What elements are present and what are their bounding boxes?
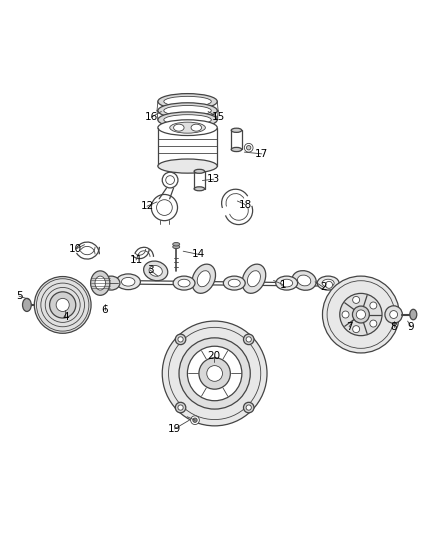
Text: 7: 7 [346, 322, 353, 332]
Ellipse shape [173, 245, 180, 248]
Circle shape [340, 293, 382, 336]
Circle shape [246, 405, 251, 410]
Circle shape [370, 302, 377, 309]
Circle shape [56, 298, 69, 311]
Text: 11: 11 [129, 255, 143, 265]
Ellipse shape [158, 103, 217, 118]
Text: 2: 2 [321, 282, 327, 293]
Ellipse shape [158, 112, 217, 128]
Circle shape [244, 402, 254, 413]
Text: 19: 19 [168, 424, 181, 434]
Ellipse shape [158, 159, 217, 173]
Ellipse shape [231, 128, 242, 132]
Ellipse shape [322, 279, 334, 287]
Ellipse shape [121, 278, 135, 286]
Circle shape [156, 200, 172, 215]
Text: 20: 20 [207, 351, 220, 361]
Text: 16: 16 [145, 112, 158, 122]
Ellipse shape [197, 271, 210, 287]
Ellipse shape [91, 271, 110, 295]
Text: 3: 3 [147, 265, 153, 275]
Circle shape [178, 405, 183, 410]
Text: 14: 14 [191, 249, 205, 259]
Circle shape [199, 358, 230, 389]
Circle shape [178, 337, 183, 342]
Ellipse shape [95, 276, 106, 290]
Text: 5: 5 [16, 291, 22, 301]
Circle shape [356, 310, 365, 319]
Ellipse shape [194, 169, 205, 173]
Ellipse shape [281, 279, 293, 287]
Circle shape [175, 334, 186, 345]
Circle shape [34, 277, 91, 333]
Text: 6: 6 [101, 305, 108, 315]
Text: 4: 4 [62, 312, 69, 322]
Text: 15: 15 [212, 112, 225, 122]
Ellipse shape [228, 279, 240, 287]
Circle shape [353, 306, 369, 323]
Circle shape [385, 306, 403, 323]
Circle shape [151, 195, 177, 221]
Circle shape [187, 346, 242, 401]
Ellipse shape [410, 309, 417, 320]
Circle shape [166, 176, 174, 184]
Circle shape [353, 326, 360, 333]
Ellipse shape [297, 275, 311, 286]
Text: 12: 12 [140, 201, 154, 211]
Ellipse shape [173, 276, 195, 290]
Ellipse shape [164, 96, 211, 107]
Circle shape [162, 172, 178, 188]
Ellipse shape [164, 115, 211, 125]
Ellipse shape [158, 94, 217, 109]
Ellipse shape [194, 187, 205, 191]
Ellipse shape [231, 148, 242, 151]
Ellipse shape [191, 124, 201, 131]
Circle shape [49, 292, 76, 318]
Circle shape [162, 321, 267, 426]
Ellipse shape [192, 264, 215, 293]
Ellipse shape [22, 298, 31, 311]
Circle shape [244, 143, 253, 152]
Circle shape [207, 366, 223, 381]
Ellipse shape [317, 276, 339, 290]
Circle shape [175, 402, 186, 413]
Circle shape [247, 146, 251, 150]
Ellipse shape [164, 106, 211, 116]
Circle shape [244, 334, 254, 345]
Circle shape [191, 416, 199, 425]
Circle shape [370, 320, 377, 327]
Circle shape [246, 337, 251, 342]
Ellipse shape [170, 122, 205, 133]
Ellipse shape [158, 120, 217, 135]
Circle shape [193, 418, 197, 422]
Circle shape [335, 285, 339, 289]
Text: 10: 10 [69, 244, 82, 254]
Circle shape [390, 311, 398, 318]
Circle shape [179, 338, 250, 409]
Ellipse shape [276, 276, 297, 290]
Ellipse shape [173, 124, 184, 131]
Ellipse shape [178, 279, 190, 287]
Text: 17: 17 [255, 149, 268, 159]
Text: 1: 1 [280, 280, 287, 290]
Circle shape [325, 281, 332, 288]
Circle shape [353, 296, 360, 303]
Circle shape [342, 311, 349, 318]
Text: 8: 8 [390, 322, 397, 332]
Ellipse shape [149, 265, 162, 276]
Text: 9: 9 [408, 322, 414, 332]
Ellipse shape [173, 243, 180, 246]
Ellipse shape [116, 274, 141, 289]
Text: 13: 13 [207, 174, 220, 184]
Ellipse shape [102, 276, 120, 290]
Ellipse shape [292, 271, 316, 290]
Ellipse shape [223, 276, 245, 290]
Ellipse shape [247, 271, 261, 287]
Ellipse shape [144, 261, 168, 281]
Ellipse shape [242, 264, 266, 293]
Text: 18: 18 [239, 199, 252, 209]
Circle shape [322, 276, 399, 353]
